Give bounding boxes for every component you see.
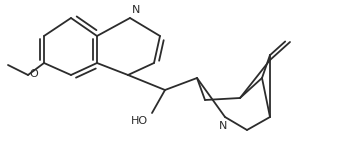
Text: N: N	[132, 5, 140, 15]
Text: O: O	[29, 69, 38, 79]
Text: HO: HO	[131, 116, 148, 126]
Text: N: N	[219, 121, 227, 131]
